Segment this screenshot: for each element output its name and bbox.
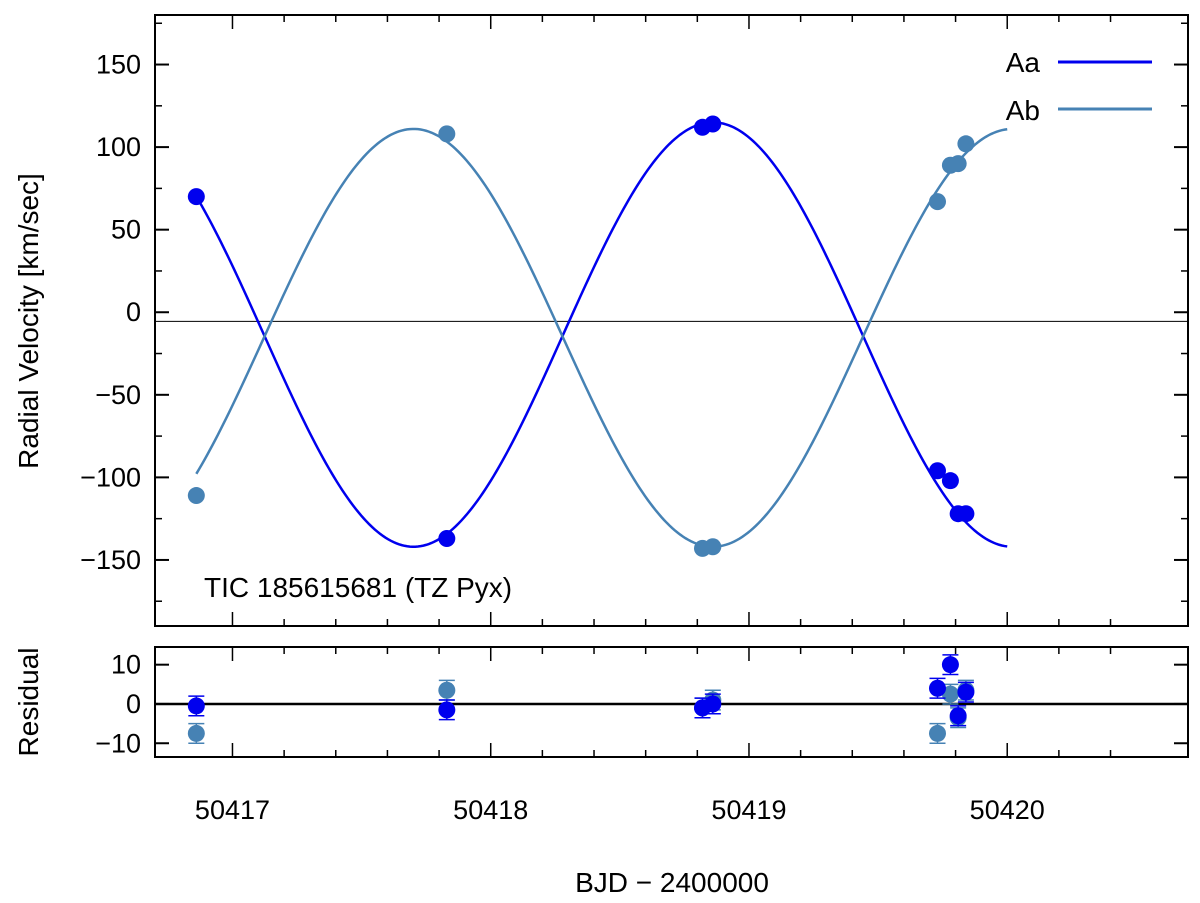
x-tick-label: 50417: [195, 795, 270, 825]
x-tick-label: 50419: [711, 795, 786, 825]
residual-point-ab: [941, 685, 959, 703]
x-tick-label: 50418: [453, 795, 528, 825]
rv-point-aa: [941, 472, 959, 490]
top-panel: 150 100 50 0 −50 −100 −150: [80, 15, 1188, 626]
y-tick-label-top: 100: [96, 132, 141, 162]
rv-point-ab: [957, 135, 975, 153]
x-tick-label: 50420: [970, 795, 1045, 825]
residual-point-ab: [187, 724, 205, 742]
rv-point-aa: [704, 115, 722, 133]
rv-point-aa: [928, 462, 946, 480]
rv-point-aa: [187, 188, 205, 206]
model-curve-aa: [195, 121, 1008, 548]
rv-point-aa: [957, 505, 975, 523]
rv-point-ab: [438, 125, 456, 143]
legend-label-aa: Aa: [1006, 47, 1041, 78]
x-axis-title: BJD − 2400000: [575, 867, 769, 898]
y-tick-label-top: −100: [80, 462, 141, 492]
y-tick-label-bottom: 10: [111, 650, 141, 680]
residual-point-aa: [704, 695, 722, 713]
rv-point-aa: [438, 529, 456, 547]
top-plot-frame: [154, 14, 1189, 627]
y-tick-label-top: 150: [96, 50, 141, 80]
y-tick-label-top: −50: [95, 380, 141, 410]
residual-point-aa: [438, 701, 456, 719]
residual-point-aa: [957, 683, 975, 701]
residual-point-ab: [928, 724, 946, 742]
residual-plot-frame: [154, 646, 1189, 758]
y-axis-title-radial-velocity: Radial Velocity [km/sec]: [13, 173, 44, 469]
y-axis-title-residual: Residual: [13, 648, 44, 757]
residual-point-aa: [928, 679, 946, 697]
residual-point-aa: [187, 697, 205, 715]
legend: Aa Ab: [1006, 47, 1152, 126]
rv-point-ab: [704, 538, 722, 556]
legend-label-ab: Ab: [1006, 95, 1040, 126]
star-annotation: TIC 185615681 (TZ Pyx): [204, 572, 512, 603]
y-tick-label-bottom: −10: [95, 728, 141, 758]
model-curve-ab: [195, 127, 1008, 548]
bottom-panel: 50417 50418 50419 50420 10 0 −10: [95, 647, 1188, 825]
rv-point-ab: [928, 193, 946, 211]
rv-point-ab: [949, 155, 967, 173]
y-tick-label-top: 50: [111, 215, 141, 245]
residual-point-ab: [438, 681, 456, 699]
rv-point-ab: [187, 487, 205, 505]
residual-point-aa: [949, 707, 967, 725]
y-tick-label-bottom: 0: [126, 689, 141, 719]
y-tick-label-top: −150: [80, 545, 141, 575]
residual-point-aa: [941, 656, 959, 674]
y-tick-label-top: 0: [126, 297, 141, 327]
